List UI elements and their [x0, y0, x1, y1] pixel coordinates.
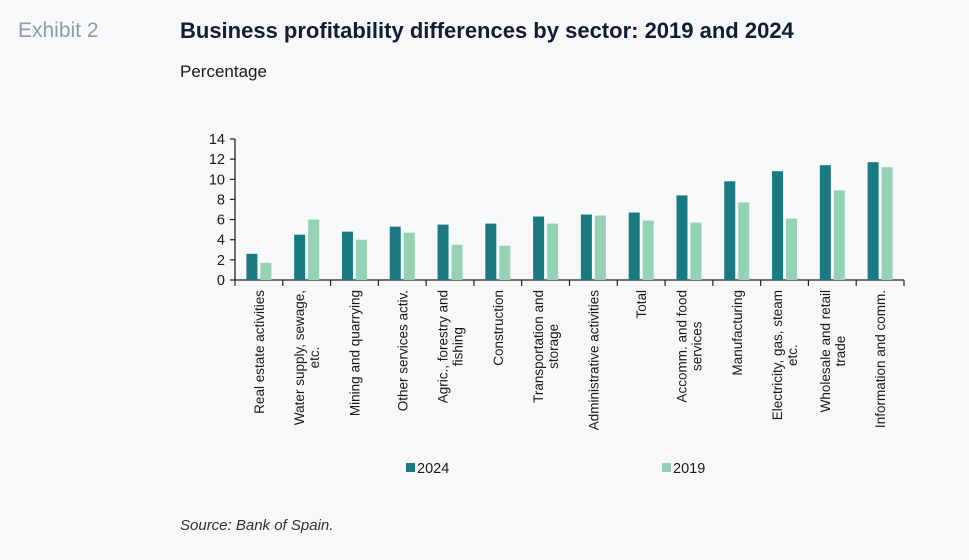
x-category-label-line: Water supply, sewage, — [292, 290, 307, 425]
bar-2024 — [246, 253, 258, 280]
legend-swatch-2024 — [406, 463, 415, 472]
bar-2024 — [580, 214, 592, 280]
x-category-label: Manufacturing — [730, 290, 745, 376]
x-category-label-line: Accomm. and food — [674, 290, 689, 403]
x-category-label-line: Manufacturing — [730, 290, 745, 376]
bar-2024 — [533, 216, 545, 280]
bar-2024 — [389, 226, 401, 280]
bar-2019 — [547, 223, 559, 280]
bar-2024 — [772, 171, 784, 280]
legend-label-2019: 2019 — [673, 461, 705, 477]
bar-2019 — [355, 239, 367, 280]
bar-2019 — [833, 190, 845, 280]
bar-2024 — [676, 195, 688, 280]
x-category-label-line: Mining and quarrying — [347, 290, 362, 416]
x-category-label-line: Total — [634, 290, 649, 319]
x-category-label: Information and comm. — [873, 290, 888, 428]
source-note: Source: Bank of Spain. — [180, 517, 334, 534]
x-category-label: Electricity, gas, steametc. — [770, 290, 800, 420]
bar-2019 — [786, 218, 798, 280]
y-tick-label: 12 — [209, 152, 225, 168]
x-category-label: Mining and quarrying — [347, 290, 362, 416]
bar-2024 — [485, 223, 497, 280]
bar-2019 — [499, 245, 511, 280]
bar-2024 — [867, 162, 879, 280]
x-category-label-line: Construction — [491, 290, 506, 366]
legend-label-2024: 2024 — [417, 461, 449, 477]
x-category-label: Real estate activities — [252, 290, 267, 414]
x-category-label-line: Real estate activities — [252, 290, 267, 414]
y-tick-label: 10 — [209, 172, 225, 188]
x-category-label-line: Wholesale and retail — [818, 290, 833, 412]
bar-2019 — [451, 244, 463, 280]
x-category-label: Construction — [491, 290, 506, 366]
x-category-label-line: Transportation and — [531, 290, 546, 403]
bar-2024 — [341, 231, 353, 280]
y-tick-label: 6 — [217, 213, 225, 229]
exhibit-number: Exhibit 2 — [18, 19, 99, 42]
x-category-label-line: services — [689, 321, 704, 371]
x-category-label-line: etc. — [307, 347, 322, 369]
bar-2019 — [690, 222, 702, 280]
y-tick-label: 0 — [217, 273, 225, 289]
x-category-label-line: Administrative activities — [586, 290, 601, 431]
x-category-label: Other services activ. — [395, 290, 410, 411]
x-category-label-line: fishing — [451, 327, 466, 366]
bar-2019 — [260, 262, 272, 280]
bar-2024 — [628, 212, 640, 280]
x-category-label-line: Information and comm. — [873, 290, 888, 428]
y-tick-label: 8 — [217, 192, 225, 208]
chart-title: Business profitability differences by se… — [180, 18, 794, 43]
x-category-label: Water supply, sewage,etc. — [292, 290, 322, 425]
x-category-label: Administrative activities — [586, 290, 601, 431]
bar-2019 — [308, 219, 320, 280]
chart-subtitle: Percentage — [180, 62, 267, 81]
bar-2019 — [738, 202, 750, 280]
x-category-label: Agric., forestry andfishing — [436, 290, 466, 403]
x-category-label-line: etc. — [785, 344, 800, 366]
bar-2019 — [642, 220, 654, 280]
legend-swatch-2019 — [662, 463, 671, 472]
bar-2019 — [594, 215, 606, 280]
x-category-label: Accomm. and foodservices — [674, 290, 704, 403]
bar-2024 — [437, 224, 449, 280]
x-category-label-line: Agric., forestry and — [436, 290, 451, 403]
bar-2024 — [294, 234, 306, 280]
y-tick-label: 14 — [209, 132, 225, 148]
x-category-label-line: Other services activ. — [395, 290, 410, 411]
x-category-label: Total — [634, 290, 649, 319]
bar-2019 — [403, 232, 415, 280]
x-category-label: Wholesale and retailtrade — [818, 290, 848, 412]
x-category-label: Transportation andstorage — [531, 290, 561, 403]
bar-2024 — [724, 181, 736, 280]
y-tick-label: 2 — [217, 253, 225, 269]
x-category-label-line: Electricity, gas, steam — [770, 290, 785, 420]
bar-2024 — [819, 165, 831, 280]
bar-2019 — [881, 167, 893, 280]
x-category-label-line: trade — [833, 336, 848, 367]
x-category-label-line: storage — [546, 324, 561, 369]
y-tick-label: 4 — [217, 233, 225, 249]
